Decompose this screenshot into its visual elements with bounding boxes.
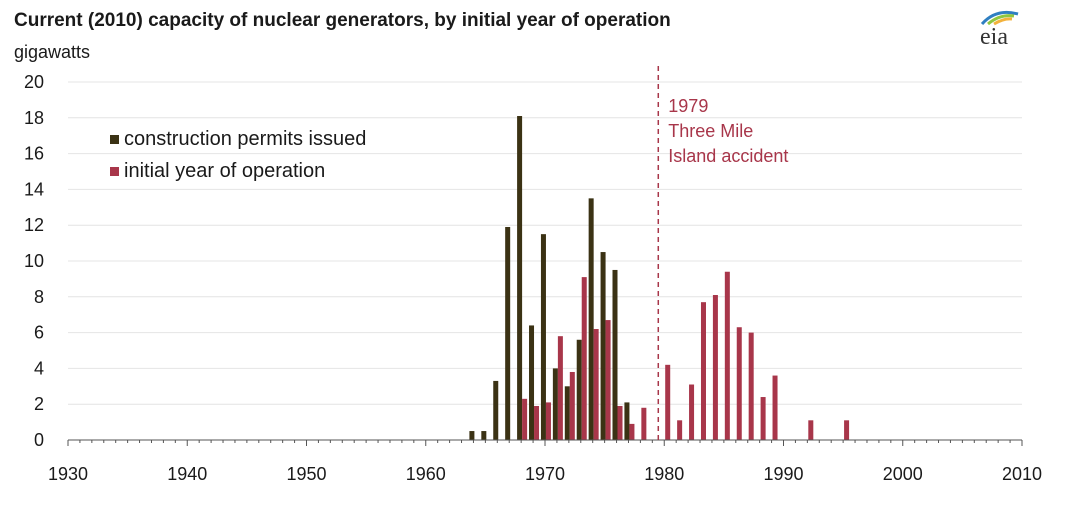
bar-construction-1970 [540,234,546,440]
bar-construction-1976 [612,269,618,440]
bar-operation-1973 [581,277,587,440]
y-tick-label-14: 14 [24,179,44,199]
x-tick-label-1980: 1980 [644,464,684,484]
bar-operation-1984 [712,295,718,440]
bar-construction-1975 [600,252,606,440]
bar-operation-1995 [844,420,850,440]
bar-operation-1974 [593,329,599,440]
y-tick-label-2: 2 [34,394,44,414]
annotation: 1979 Three Mile Island accident [657,66,788,440]
axes: 0 2 4 6 8 10 12 14 16 18 20 1930 1940 1950 1960 1970 198… [24,72,1042,484]
bar-operation-1977 [629,423,635,440]
bar-construction-1968 [517,116,523,440]
bar-construction-1965 [481,431,487,440]
x-tick-label-1950: 1950 [286,464,326,484]
legend-label-construction: construction permits issued [124,128,366,150]
logo-swoosh-yellow [993,17,1013,26]
bar-operation-1975 [605,320,611,440]
bar-operation-1987 [748,332,754,440]
logo-text: eia [980,24,1008,48]
y-tick-label-0: 0 [34,430,44,450]
y-tick-label-6: 6 [34,323,44,343]
bar-operation-1969 [534,405,540,440]
bar-operation-1972 [569,371,575,440]
bar-operation-1988 [760,397,766,440]
annotation-text-line-1: 1979 [668,96,708,116]
legend-swatch-construction [110,135,119,144]
bar-operation-1978 [641,407,647,440]
bar-construction-1971 [552,368,558,440]
bar-operation-1992 [808,420,814,440]
logo-swoosh-green [987,14,1015,26]
annotation-text-line-2: Three Mile [668,121,753,141]
x-tick-label-1960: 1960 [406,464,446,484]
bar-operation-1968 [522,398,528,440]
y-tick-label-10: 10 [24,251,44,271]
legend-label-operation: initial year of operation [124,160,325,182]
bars [469,116,850,440]
bar-operation-1970 [545,402,551,440]
y-tick-label-16: 16 [24,144,44,164]
annotation-text-line-3: Island accident [668,146,788,166]
bar-operation-1986 [736,327,742,440]
bar-operation-1982 [689,384,695,440]
bar-operation-1985 [724,271,730,440]
eia-logo: eia [974,6,1030,50]
logo-swoosh-blue [980,10,1019,26]
chart-title: Current (2010) capacity of nuclear gener… [14,10,671,31]
bar-construction-1967 [505,226,511,440]
legend-swatch-operation [110,167,119,176]
y-axis-unit-label: gigawatts [14,42,91,62]
bar-construction-1969 [529,325,535,440]
x-tick-label-1930: 1930 [48,464,88,484]
bar-operation-1981 [677,420,683,440]
y-tick-label-18: 18 [24,108,44,128]
bar-operation-1989 [772,375,778,440]
bar-operation-1976 [617,405,623,440]
y-tick-label-20: 20 [24,72,44,92]
y-tick-label-4: 4 [34,358,44,378]
bar-operation-1971 [557,336,563,440]
x-tick-label-2000: 2000 [883,464,923,484]
legend: construction permits issued initial year … [110,128,366,182]
bar-construction-1966 [493,380,499,440]
bar-operation-1980 [665,364,671,440]
y-tick-label-12: 12 [24,215,44,235]
bar-construction-1973 [576,339,582,440]
bar-construction-1972 [564,386,570,440]
bar-construction-1974 [588,198,594,440]
bar-operation-1983 [700,302,706,440]
x-tick-label-1970: 1970 [525,464,565,484]
bar-construction-1977 [624,402,630,440]
x-tick-label-1940: 1940 [167,464,207,484]
x-tick-label-1990: 1990 [763,464,803,484]
bar-construction-1964 [469,431,475,440]
x-tick-label-2010: 2010 [1002,464,1042,484]
y-tick-label-8: 8 [34,287,44,307]
